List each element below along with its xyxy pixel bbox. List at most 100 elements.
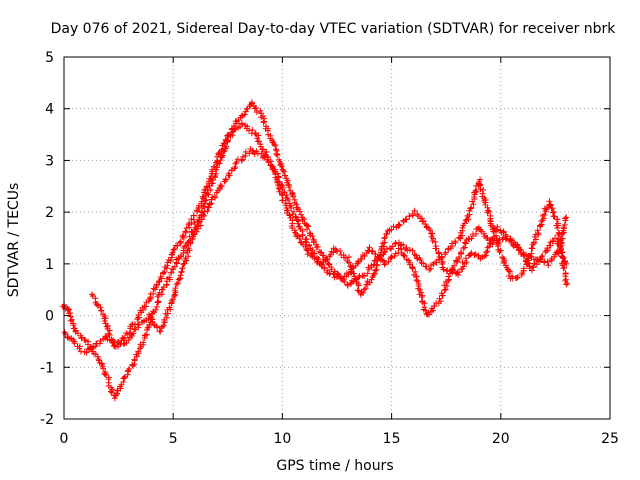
trace-b-marker <box>560 254 567 261</box>
trace-a-marker <box>368 262 375 269</box>
trace-a-marker <box>296 208 303 215</box>
trace-c-marker <box>406 213 413 220</box>
trace-b-marker <box>551 235 558 242</box>
trace-a-marker <box>541 211 548 218</box>
trace-c-marker <box>98 307 105 314</box>
trace-b-marker <box>185 253 192 260</box>
trace-a-marker <box>168 269 175 276</box>
trace-a-marker <box>448 240 455 247</box>
trace-b-marker <box>326 270 333 277</box>
trace-c-marker <box>171 246 178 253</box>
trace-a-marker <box>406 246 413 253</box>
trace-b-marker <box>444 282 451 289</box>
trace-a-marker <box>462 217 469 224</box>
trace-a-marker <box>563 281 570 288</box>
trace-c-marker <box>232 126 239 133</box>
trace-c-marker <box>462 255 469 262</box>
trace-a-marker <box>547 201 554 208</box>
trace-c-marker <box>268 162 275 169</box>
trace-b-marker <box>422 307 429 314</box>
trace-c-marker <box>203 183 210 190</box>
trace-c-marker <box>396 222 403 229</box>
trace-a-marker <box>497 247 504 254</box>
trace-a-marker <box>280 167 287 174</box>
trace-b-marker <box>218 183 225 190</box>
trace-b-marker <box>187 239 194 246</box>
trace-a-marker <box>535 230 542 237</box>
trace-c-marker <box>432 238 439 245</box>
trace-a-marker <box>70 322 77 329</box>
trace-c-marker <box>460 263 467 270</box>
trace-a-marker <box>468 204 475 211</box>
trace-b-marker <box>358 256 365 263</box>
trace-c-marker <box>346 259 353 266</box>
trace-a-marker <box>538 218 545 225</box>
trace-c-marker <box>337 247 344 254</box>
trace-b-marker <box>414 278 421 285</box>
trace-c-marker <box>363 281 370 288</box>
trace-c-marker <box>292 229 299 236</box>
trace-c-marker <box>486 243 493 250</box>
trace-a-marker <box>420 260 427 267</box>
trace-a-marker <box>484 209 491 216</box>
y-axis-label: SDTVAR / TECUs <box>6 183 22 298</box>
trace-c-marker <box>481 253 488 260</box>
trace-b-marker <box>456 254 463 261</box>
trace-a-marker <box>554 216 561 223</box>
trace-a-marker <box>534 227 541 234</box>
trace-a-marker <box>433 259 440 266</box>
trace-c-marker <box>537 256 544 263</box>
trace-b-marker <box>226 172 233 179</box>
trace-c-marker <box>390 223 397 230</box>
trace-c-marker <box>563 214 570 221</box>
trace-b-marker <box>451 262 458 269</box>
trace-b-marker <box>71 340 78 347</box>
trace-b-marker <box>228 166 235 173</box>
trace-c-marker <box>429 238 436 245</box>
trace-c-marker <box>114 339 121 346</box>
trace-b-marker <box>190 231 197 238</box>
trace-a-marker <box>251 105 258 112</box>
trace-b-marker <box>198 216 205 223</box>
trace-c-marker <box>97 304 104 311</box>
trace-c-marker <box>504 233 511 240</box>
trace-b-marker <box>400 251 407 258</box>
trace-c-marker <box>102 315 109 322</box>
trace-b-marker <box>543 247 550 254</box>
trace-a-marker <box>142 332 149 339</box>
trace-a-marker <box>242 108 249 115</box>
trace-c-marker <box>115 339 122 346</box>
trace-a-marker <box>67 309 74 316</box>
trace-a-marker <box>392 240 399 247</box>
x-axis-label: GPS time / hours <box>276 458 393 474</box>
trace-c-marker <box>94 301 101 308</box>
trace-c-marker <box>167 257 174 264</box>
trace-b-marker <box>147 313 154 320</box>
trace-c-marker <box>374 262 381 269</box>
trace-a-marker <box>154 299 161 306</box>
trace-c-marker <box>254 135 261 142</box>
trace-c-marker <box>275 185 282 192</box>
trace-c-marker <box>483 249 490 256</box>
trace-a-marker <box>252 104 259 111</box>
trace-b-marker <box>76 345 83 352</box>
trace-c-marker <box>360 289 367 296</box>
trace-b-marker <box>330 271 337 278</box>
trace-a-marker <box>305 223 312 230</box>
trace-c-marker <box>150 290 157 297</box>
trace-a-marker <box>241 111 248 118</box>
trace-c-marker <box>517 246 524 253</box>
trace-c-marker <box>177 238 184 245</box>
trace-a-marker <box>499 254 506 261</box>
data-points <box>59 99 571 402</box>
trace-b-marker <box>361 253 368 260</box>
trace-b-marker <box>83 349 90 356</box>
trace-b-marker <box>333 273 340 280</box>
trace-c-marker <box>221 140 228 147</box>
trace-a-marker <box>461 220 468 227</box>
trace-b-marker <box>458 249 465 256</box>
trace-b-marker <box>388 254 395 261</box>
trace-b-marker <box>177 272 184 279</box>
trace-c-marker <box>199 193 206 200</box>
trace-a-marker <box>274 152 281 159</box>
